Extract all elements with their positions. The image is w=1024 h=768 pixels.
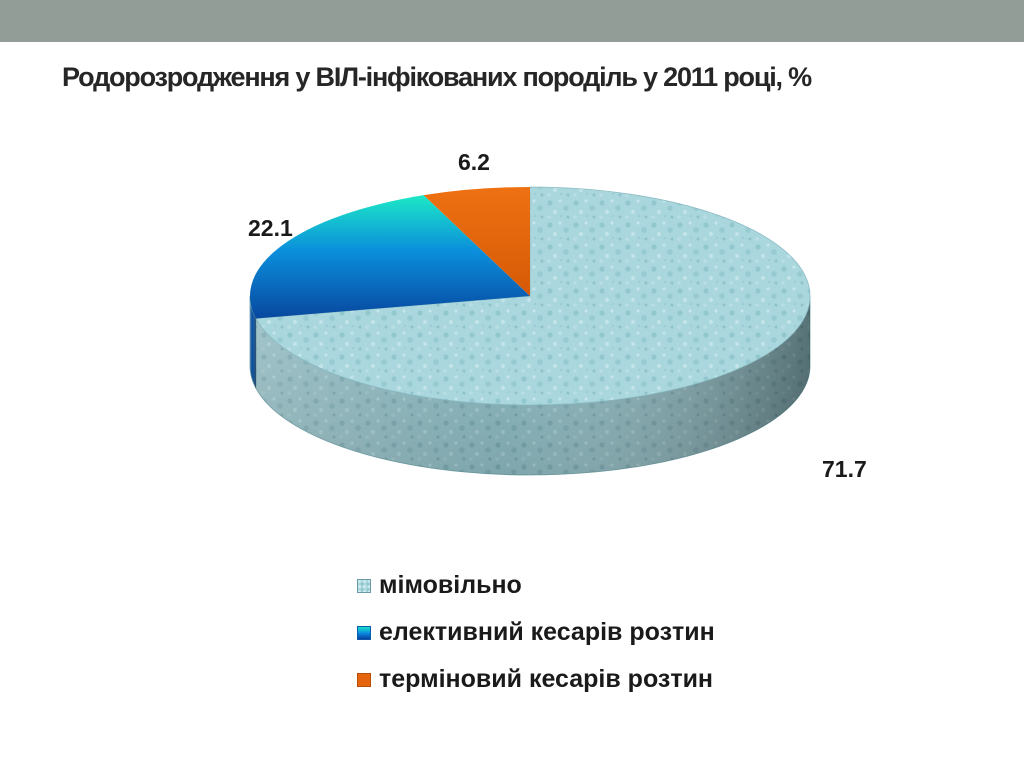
pie-slice-mimovilno xyxy=(255,186,811,406)
pie-side-mimovilno-shade xyxy=(256,296,810,475)
chart-title: Родорозродження у ВІЛ-інфікованих породі… xyxy=(62,62,812,92)
legend-swatch-mimovilno xyxy=(357,578,371,593)
legend-label: мімовільно xyxy=(379,571,522,599)
legend-label: елективний кесарів розтин xyxy=(379,618,715,646)
legend-swatch-elective-cesarean xyxy=(357,625,371,640)
pie-slice-urgent-cesarean xyxy=(423,187,530,296)
data-label-elective-cesarean: 22.1 xyxy=(248,215,293,241)
legend-item-elective-cesarean: елективний кесарів розтин xyxy=(357,609,715,656)
pie-slice-elective-cesarean xyxy=(250,195,530,319)
pie-sides xyxy=(249,295,811,476)
legend-item-urgent-cesarean: терміновий кесарів розтин xyxy=(357,656,715,703)
data-label-urgent-cesarean: 6.2 xyxy=(458,149,490,175)
legend: мімовільно елективний кесарів розтин тер… xyxy=(357,562,715,703)
pie-tops xyxy=(250,186,811,406)
legend-label: терміновий кесарів розтин xyxy=(379,665,714,693)
pie-labels: 71.7 22.1 6.2 xyxy=(248,149,867,482)
data-label-mimovilno: 71.7 xyxy=(822,456,867,482)
legend-swatch-urgent-cesarean xyxy=(357,672,371,687)
legend-item-mimovilno: мімовільно xyxy=(357,562,715,609)
top-band xyxy=(0,0,1024,42)
pie-side-elective-cesarean-shade xyxy=(250,296,256,389)
